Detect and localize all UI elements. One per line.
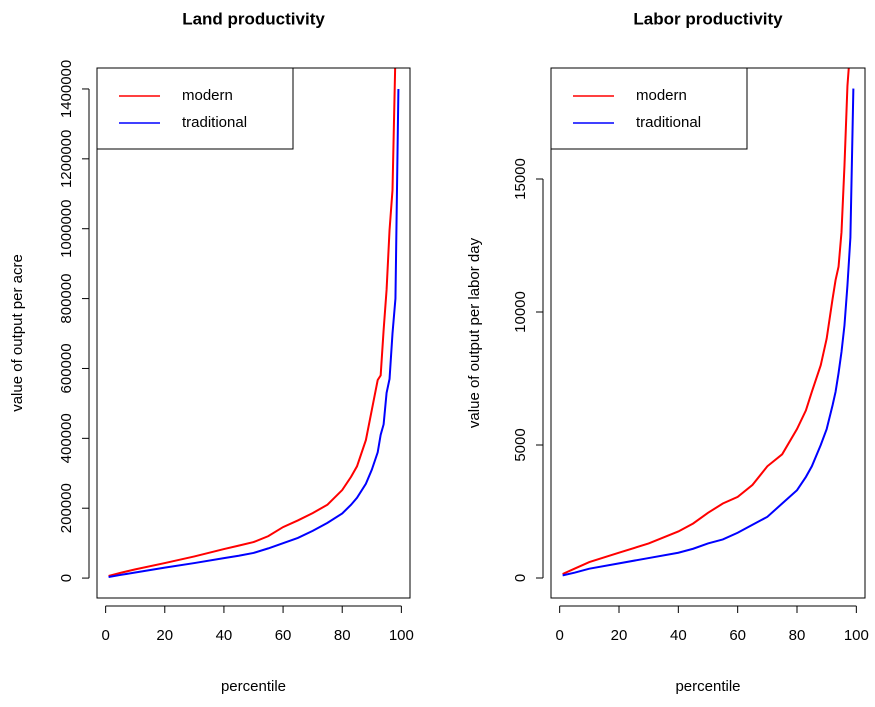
- plot-area: [108, 68, 400, 579]
- y-tick-label: 10000: [512, 291, 529, 333]
- y-tick-label: 1400000: [58, 60, 75, 118]
- x-tick-label: 0: [101, 627, 109, 644]
- x-axis-label: percentile: [675, 678, 740, 695]
- x-tick-label: 40: [216, 627, 233, 644]
- chart-title: Labor productivity: [633, 9, 783, 28]
- legend-label: traditional: [182, 114, 247, 131]
- y-tick-label: 0: [512, 574, 529, 582]
- y-tick-label: 200000: [58, 483, 75, 533]
- x-tick-label: 60: [729, 627, 746, 644]
- y-tick-label: 5000: [512, 428, 529, 461]
- y-tick-label: 600000: [58, 343, 75, 393]
- y-tick-label: 800000: [58, 274, 75, 324]
- y-axis-label: value of output per acre: [9, 254, 26, 412]
- y-tick-label: 1200000: [58, 130, 75, 188]
- y-tick-label: 400000: [58, 413, 75, 463]
- x-tick-label: 60: [275, 627, 292, 644]
- legend-label: modern: [636, 87, 687, 104]
- x-tick-label: 80: [789, 627, 806, 644]
- y-tick-label: 1000000: [58, 200, 75, 258]
- y-axis-label: value of output per labor day: [466, 237, 483, 428]
- legend-box: [96, 67, 294, 150]
- x-tick-label: 0: [555, 627, 563, 644]
- legend-label: traditional: [636, 114, 701, 131]
- x-tick-label: 100: [389, 627, 414, 644]
- legend-label: modern: [182, 87, 233, 104]
- data-line: [562, 68, 850, 575]
- x-tick-label: 100: [844, 627, 869, 644]
- x-tick-label: 20: [156, 627, 173, 644]
- x-tick-label: 80: [334, 627, 351, 644]
- chart-title: Land productivity: [182, 9, 325, 28]
- data-line: [562, 88, 855, 577]
- legend-box: [550, 67, 748, 150]
- x-axis-label: percentile: [221, 678, 286, 695]
- y-tick-label: 15000: [512, 158, 529, 200]
- x-tick-label: 20: [611, 627, 628, 644]
- x-tick-label: 40: [670, 627, 687, 644]
- data-line: [108, 68, 397, 577]
- data-line: [108, 88, 400, 579]
- y-tick-label: 0: [58, 574, 75, 582]
- plot-area: [562, 68, 855, 577]
